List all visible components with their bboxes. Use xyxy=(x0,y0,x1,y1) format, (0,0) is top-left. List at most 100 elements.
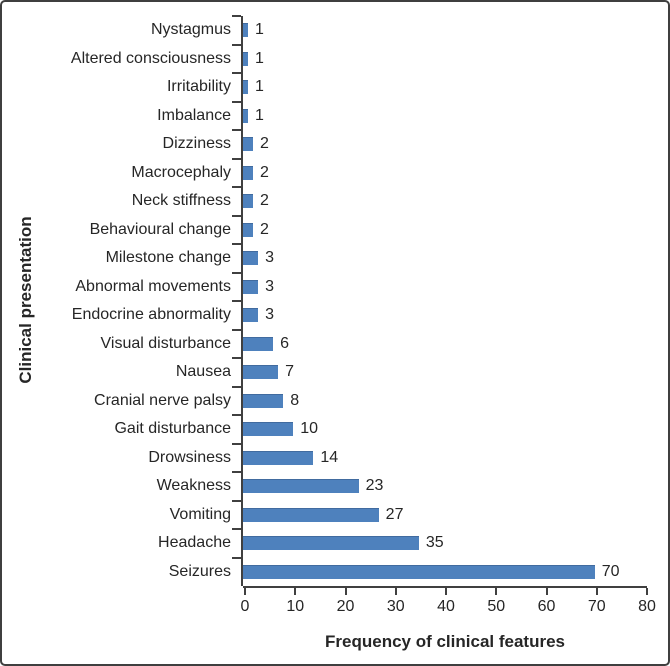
bar-track: 27 xyxy=(232,499,648,529)
x-tick-label: 80 xyxy=(638,598,656,615)
chart-row: Seizures 70 xyxy=(2,556,648,586)
y-axis-tick xyxy=(232,271,241,274)
chart-row: Headache 35 xyxy=(2,528,648,558)
x-tick-label: 50 xyxy=(487,598,506,615)
y-axis-tick xyxy=(232,357,241,359)
data-label: 7 xyxy=(285,363,295,381)
y-axis-tick xyxy=(232,471,241,473)
data-label: 1 xyxy=(255,21,264,39)
data-label: 1 xyxy=(255,49,264,67)
y-axis-tick xyxy=(232,442,241,445)
bar-track: 2 xyxy=(232,157,648,187)
x-axis-title: Frequency of clinical features xyxy=(325,632,565,651)
chart-row: Macrocephaly 2 xyxy=(2,157,648,187)
bar-track: 1 xyxy=(232,72,648,102)
bar-track: 6 xyxy=(232,328,648,358)
category-label: Dizziness xyxy=(162,135,231,152)
chart-row: Neck stiffness 2 xyxy=(2,186,648,216)
category-label: Cranial nerve palsy xyxy=(94,391,231,409)
x-tick-label: 60 xyxy=(537,598,556,615)
bar-track: 3 xyxy=(232,300,648,330)
x-axis-tick xyxy=(646,588,648,595)
category-label: Vomiting xyxy=(169,505,231,523)
chart-row: Visual disturbance 6 xyxy=(2,328,648,358)
y-axis-tick xyxy=(232,214,241,217)
y-axis-tick xyxy=(232,157,241,160)
bar xyxy=(243,279,259,294)
bar xyxy=(243,422,294,437)
category-label: Visual disturbance xyxy=(100,334,231,352)
data-label: 8 xyxy=(290,391,300,409)
x-tick-label: 70 xyxy=(587,598,606,615)
data-label: 23 xyxy=(365,477,384,495)
chart-row: Behavioural change 2 xyxy=(2,214,648,244)
category-label: Behavioural change xyxy=(89,220,231,238)
chart-row: Cranial nerve palsy 8 xyxy=(2,385,648,415)
data-label: 2 xyxy=(260,135,269,153)
category-label: Macrocephaly xyxy=(131,163,231,181)
y-axis-tick xyxy=(232,414,241,416)
x-tick-label: 40 xyxy=(437,598,455,615)
x-axis-tick xyxy=(244,588,246,595)
bar xyxy=(243,479,359,494)
bar xyxy=(243,222,254,237)
category-label: Seizures xyxy=(168,562,231,580)
data-label: 2 xyxy=(260,220,269,238)
chart-row: Abnormal movements 3 xyxy=(2,271,648,301)
y-axis-tick xyxy=(232,556,241,559)
bar xyxy=(243,51,249,66)
bar-track: 2 xyxy=(232,214,648,244)
x-axis-tick xyxy=(394,588,397,595)
bar-track: 35 xyxy=(232,528,648,558)
bar xyxy=(243,308,259,323)
x-axis-tick xyxy=(294,588,297,595)
y-axis-tick xyxy=(232,300,241,302)
bar-track: 1 xyxy=(232,43,648,73)
bar xyxy=(243,507,379,522)
chart-row: Milestone change 3 xyxy=(2,243,648,273)
x-tick-label: 10 xyxy=(286,598,305,615)
bar xyxy=(243,564,595,579)
chart-row: Dizziness 2 xyxy=(2,129,648,159)
chart-row: Nystagmus 1 xyxy=(2,15,648,45)
chart-row: Irritability 1 xyxy=(2,72,648,102)
bar-track: 1 xyxy=(232,15,648,45)
data-label: 70 xyxy=(601,562,620,580)
y-axis-tick xyxy=(232,499,241,502)
y-axis-tick xyxy=(232,328,241,331)
x-axis-tick xyxy=(545,588,548,595)
category-label: Gait disturbance xyxy=(114,420,231,437)
y-axis-tick xyxy=(232,43,241,46)
category-label: Nystagmus xyxy=(150,21,231,38)
x-tick-label: 0 xyxy=(240,598,250,615)
bar-track: 14 xyxy=(232,442,648,472)
category-label: Neck stiffness xyxy=(131,192,231,209)
bar-track: 70 xyxy=(232,556,648,586)
category-label: Milestone change xyxy=(105,249,231,266)
bar-track: 1 xyxy=(232,100,648,130)
category-label: Drowsiness xyxy=(148,448,231,466)
y-axis-tick xyxy=(232,15,241,17)
bar-track: 3 xyxy=(232,243,648,273)
x-axis-tick xyxy=(495,588,498,595)
data-label: 3 xyxy=(265,306,274,324)
chart-row: Endocrine abnormality 3 xyxy=(2,300,648,330)
chart-row: Drowsiness 14 xyxy=(2,442,648,472)
y-axis-tick xyxy=(232,528,241,530)
x-axis-tick xyxy=(445,588,447,595)
data-label: 1 xyxy=(255,106,264,124)
x-tick-label: 30 xyxy=(386,598,405,615)
chart-row: Nausea 7 xyxy=(2,357,648,387)
bar xyxy=(243,536,419,551)
bar xyxy=(243,393,284,408)
bar-track: 23 xyxy=(232,471,648,501)
category-label: Nausea xyxy=(175,363,231,380)
chart-row: Weakness 23 xyxy=(2,471,648,501)
data-label: 1 xyxy=(255,78,264,96)
chart-row: Imbalance 1 xyxy=(2,100,648,130)
data-label: 27 xyxy=(385,505,404,523)
x-axis-tick xyxy=(344,588,347,595)
y-axis-tick xyxy=(232,72,241,74)
bar xyxy=(243,194,254,209)
